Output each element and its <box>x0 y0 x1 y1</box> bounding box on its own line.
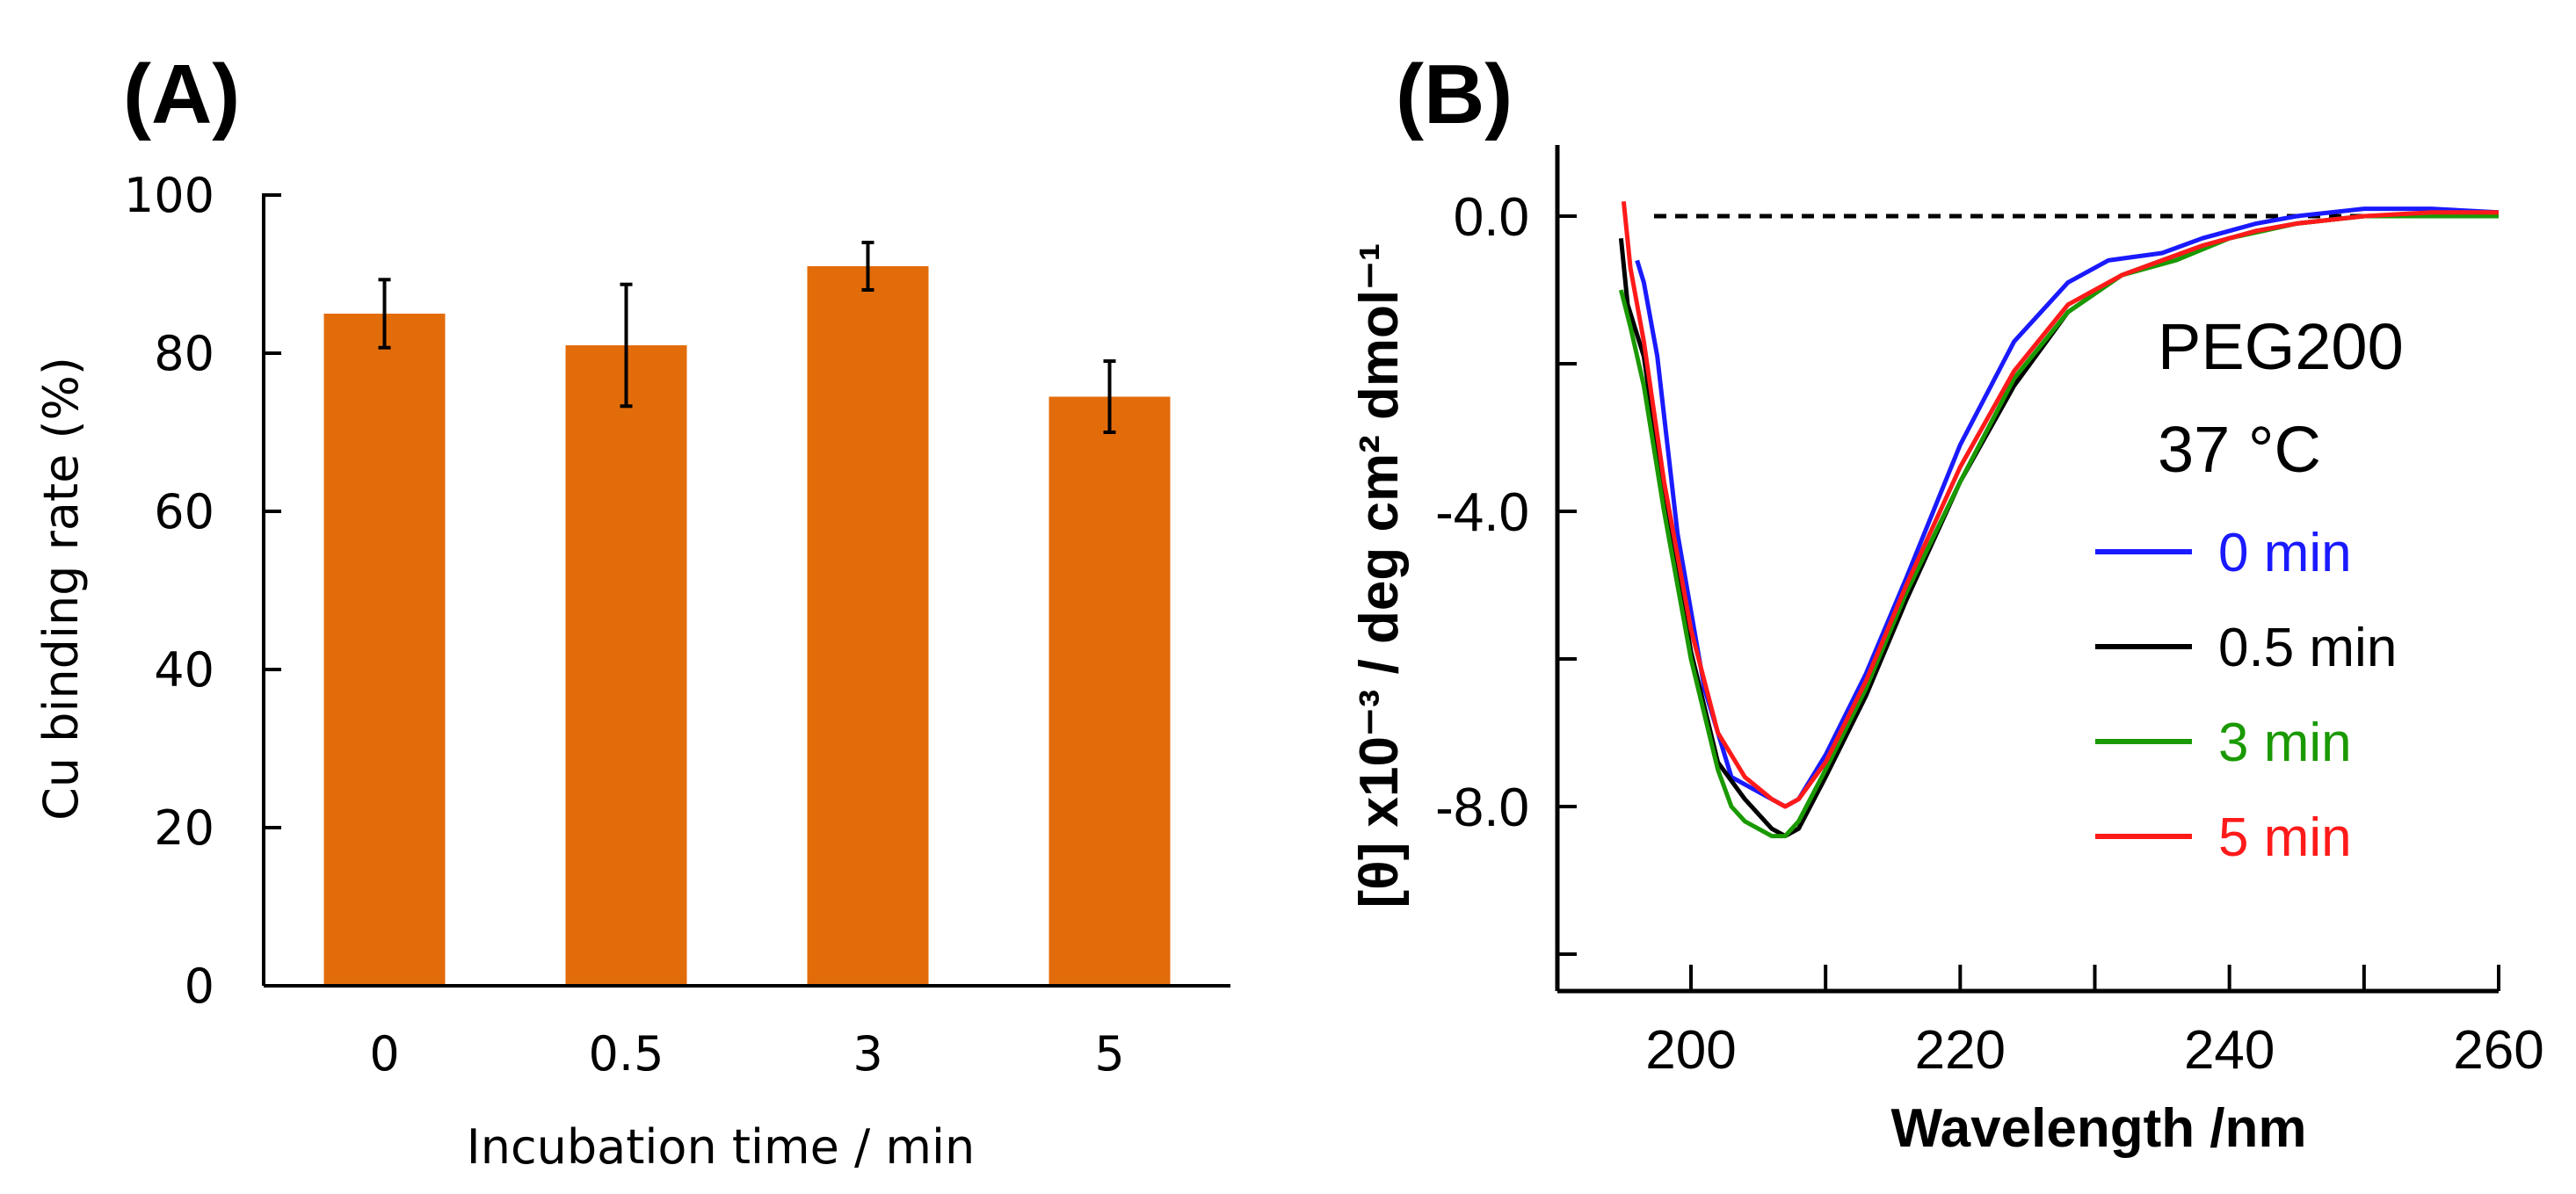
line-series <box>1618 200 2500 839</box>
sample-annotation: PEG200 <box>2158 310 2404 383</box>
x-tick-label: 240 <box>2184 1020 2275 1081</box>
axes <box>1555 145 2500 994</box>
error-bar <box>1103 359 1116 434</box>
series-line <box>1618 213 2499 839</box>
legend-entry: 3 min <box>2095 713 2352 773</box>
temperature-annotation: 37 °C <box>2158 413 2321 486</box>
legend-entry: 5 min <box>2095 807 2352 868</box>
y-tick-label: 40 <box>154 642 214 698</box>
y-tick-label: 0 <box>185 959 214 1014</box>
x-tick-label: 200 <box>1645 1020 1736 1081</box>
legend-label: 0 min <box>2218 523 2352 583</box>
panel-a-bar-chart: (A) 0 20 40 60 80 100 0 0.5 3 5 Incubation time … <box>33 47 1230 1175</box>
legend: 0 min 0.5 min 3 min 5 min <box>2095 523 2397 868</box>
panel-b-label: (B) <box>1396 47 1513 141</box>
error-bar <box>378 278 391 350</box>
y-tick-label: 100 <box>124 168 214 223</box>
bar <box>565 345 687 986</box>
x-axis-label: Wavelength /nm <box>1890 1098 2306 1159</box>
bar <box>1049 396 1171 986</box>
x-tick-label: 260 <box>2453 1020 2543 1081</box>
x-tick-label: 220 <box>1915 1020 2006 1081</box>
y-axis-label: Cu binding rate (%) <box>33 357 89 821</box>
legend-entry: 0 min <box>2095 523 2352 583</box>
bar <box>323 314 446 986</box>
x-tick-label: 0.5 <box>589 1026 664 1082</box>
y-tick-label: 0.0 <box>1454 187 1529 248</box>
series-line <box>1618 213 2499 839</box>
error-bar <box>861 241 874 292</box>
bar <box>807 266 929 986</box>
x-tick-labels: 0 0.5 3 5 <box>369 1026 1124 1082</box>
legend-label: 5 min <box>2218 807 2352 868</box>
panel-b-line-chart: (B) 0.0 -4.0 -8.0 200 220 240 260 Wavelength … <box>1349 47 2544 1159</box>
bar-series <box>323 266 1171 986</box>
x-tick-label: 5 <box>1094 1026 1124 1082</box>
axes <box>262 193 1230 988</box>
legend-label: 0.5 min <box>2218 618 2397 678</box>
y-tick-label: -8.0 <box>1435 778 1529 838</box>
y-tick-labels: 0 20 40 60 80 100 <box>124 168 214 1014</box>
y-tick-label: -4.0 <box>1435 482 1529 543</box>
x-tick-label: 0 <box>369 1026 399 1082</box>
legend-label: 3 min <box>2218 713 2352 773</box>
y-tick-label: 60 <box>154 484 214 539</box>
x-tick-labels: 200 220 240 260 <box>1645 1020 2543 1081</box>
y-axis-label: [θ] x10⁻³ / deg cm² dmol⁻¹ <box>1349 243 1410 908</box>
x-tick-label: 3 <box>853 1026 882 1082</box>
error-bar <box>620 282 633 409</box>
panel-a-label: (A) <box>123 47 240 141</box>
x-axis-label: Incubation time / min <box>467 1119 975 1175</box>
legend-entry: 0.5 min <box>2095 618 2397 678</box>
error-bars <box>378 241 1116 434</box>
series-line <box>1621 200 2499 809</box>
series-line <box>1635 206 2500 809</box>
y-tick-label: 20 <box>154 800 214 856</box>
y-tick-label: 80 <box>154 326 214 381</box>
y-tick-labels: 0.0 -4.0 -8.0 <box>1435 187 1529 838</box>
